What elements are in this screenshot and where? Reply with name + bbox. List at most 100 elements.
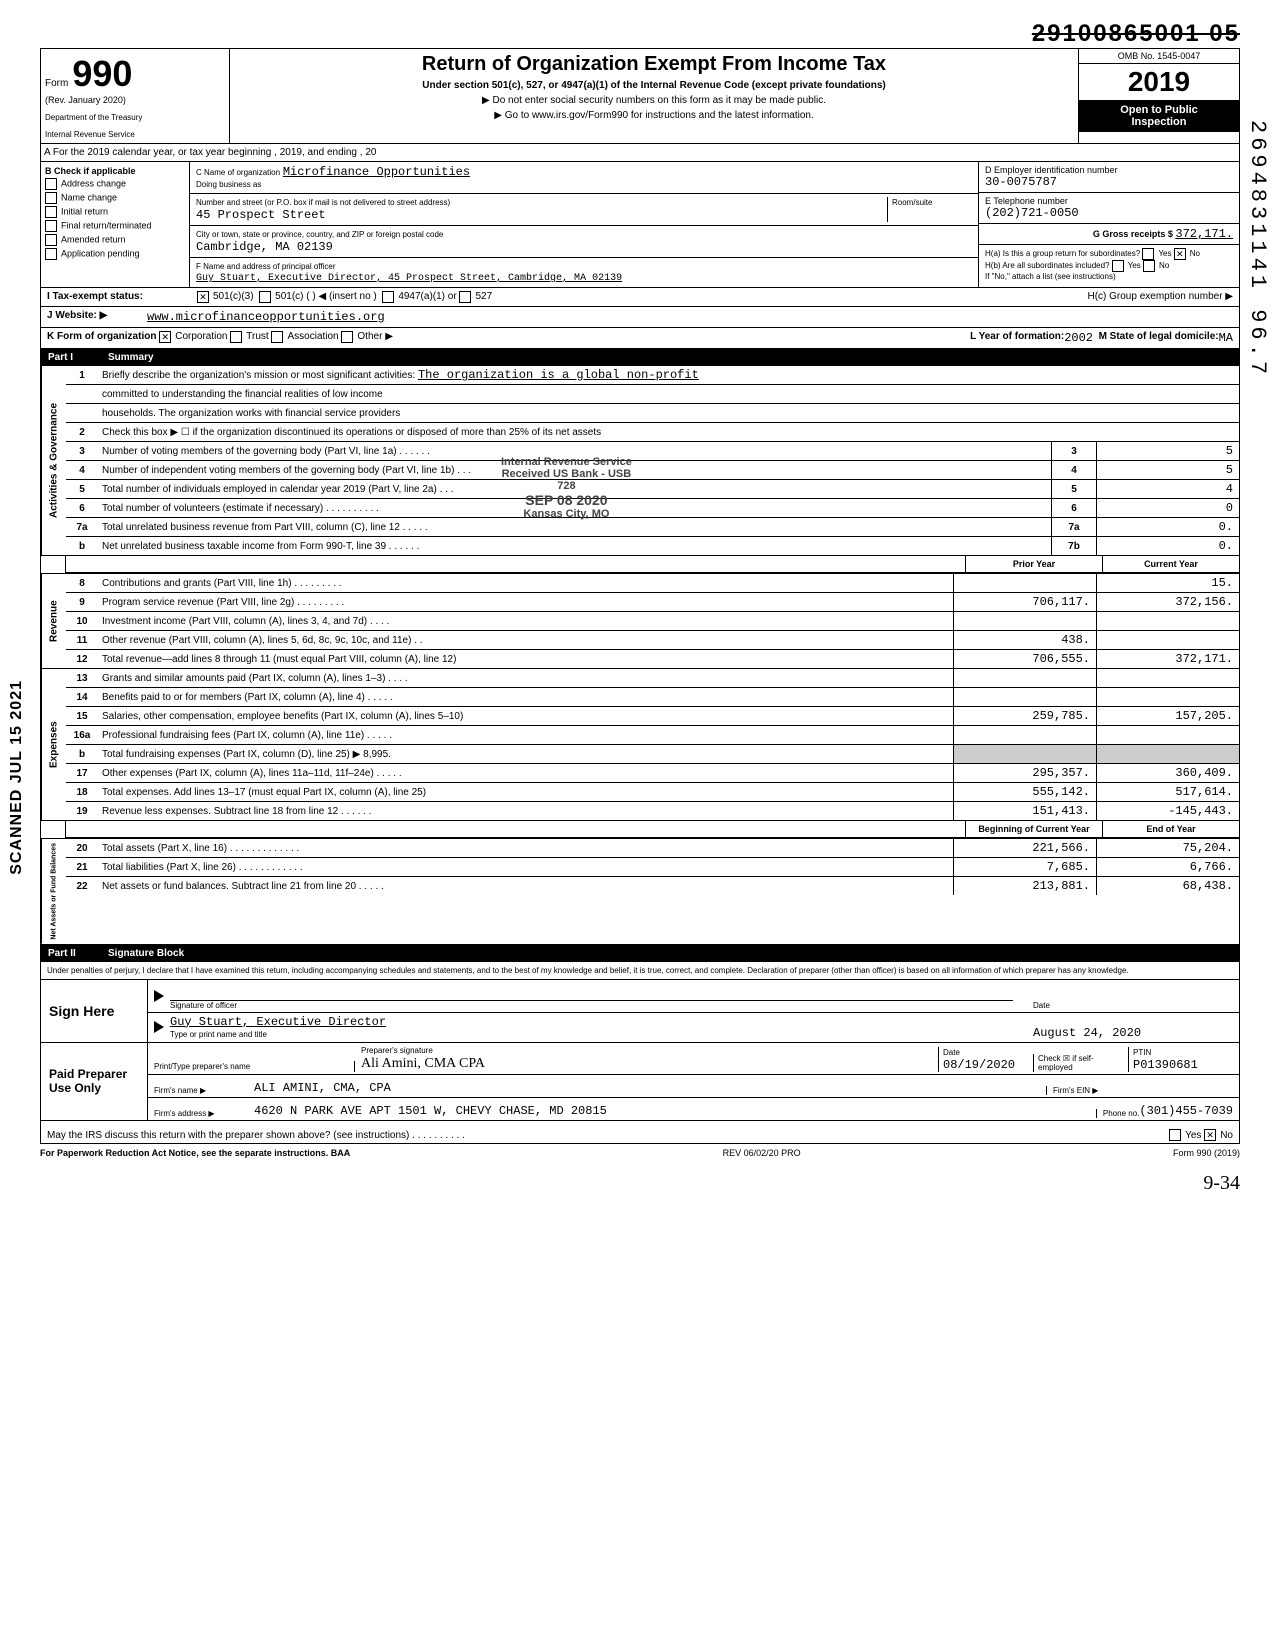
block-bcd: B Check if applicable Address changeName… bbox=[40, 162, 1240, 288]
col-b-header: B Check if applicable bbox=[45, 166, 185, 176]
summary-row: 18Total expenses. Add lines 13–17 (must … bbox=[66, 783, 1239, 802]
open-public: Open to PublicInspection bbox=[1079, 100, 1239, 132]
chk-501c[interactable] bbox=[259, 291, 271, 303]
title-box: Return of Organization Exempt From Incom… bbox=[230, 49, 1079, 143]
city-value: Cambridge, MA 02139 bbox=[196, 240, 333, 254]
expenses-label: Expenses bbox=[41, 669, 66, 820]
perjury-text: Under penalties of perjury, I declare th… bbox=[41, 962, 1239, 980]
org-name: Microfinance Opportunities bbox=[283, 165, 470, 179]
dept-treasury: Department of the Treasury bbox=[45, 113, 225, 122]
dept-irs: Internal Revenue Service bbox=[45, 130, 225, 139]
e-label: E Telephone number bbox=[985, 196, 1068, 206]
summary-row: 4Number of independent voting members of… bbox=[66, 461, 1239, 480]
chk-corp[interactable]: ✕ bbox=[159, 331, 171, 343]
paid-preparer-label: Paid Preparer Use Only bbox=[41, 1043, 147, 1120]
part1-label: Part I bbox=[48, 352, 108, 363]
summary-row: 16aProfessional fundraising fees (Part I… bbox=[66, 726, 1239, 745]
summary-row: 11Other revenue (Part VIII, column (A), … bbox=[66, 631, 1239, 650]
f-label: F Name and address of principal officer bbox=[196, 262, 335, 271]
irs-yes[interactable] bbox=[1169, 1129, 1181, 1141]
col-c: C Name of organization Microfinance Oppo… bbox=[190, 162, 978, 287]
curr-year-hdr: Current Year bbox=[1102, 556, 1239, 572]
officer-signature[interactable] bbox=[170, 982, 1013, 1001]
part1-title: Summary bbox=[108, 352, 154, 363]
form-title: Return of Organization Exempt From Incom… bbox=[234, 53, 1074, 76]
hc-label: H(c) Group exemption number ▶ bbox=[1087, 291, 1233, 303]
omb-number: OMB No. 1545-0047 bbox=[1079, 49, 1239, 64]
opt-501c: 501(c) ( ) ◀ (insert no ) bbox=[275, 291, 377, 303]
hb-no[interactable] bbox=[1143, 260, 1155, 272]
net-col-headers: Beginning of Current Year End of Year bbox=[40, 821, 1240, 839]
side-tracking-number: 2694831141 96.7 bbox=[1245, 120, 1270, 378]
ptin-value: P01390681 bbox=[1133, 1058, 1198, 1072]
summary-row: households. The organization works with … bbox=[66, 404, 1239, 423]
chk-527[interactable] bbox=[459, 291, 471, 303]
summary-row: 17Other expenses (Part IX, column (A), l… bbox=[66, 764, 1239, 783]
firm-phone: (301)455-7039 bbox=[1139, 1104, 1233, 1118]
summary-row: 9Program service revenue (Part VIII, lin… bbox=[66, 593, 1239, 612]
checkbox-line: Application pending bbox=[45, 248, 185, 260]
opt-501c3: 501(c)(3) bbox=[213, 291, 254, 303]
summary-row: 8Contributions and grants (Part VIII, li… bbox=[66, 574, 1239, 593]
checkbox[interactable] bbox=[45, 234, 57, 246]
arrow-icon bbox=[154, 1021, 164, 1033]
checkbox-line: Amended return bbox=[45, 234, 185, 246]
name-title-label: Type or print name and title bbox=[170, 1030, 267, 1039]
col-d: D Employer identification number 30-0075… bbox=[978, 162, 1239, 287]
summary-row: 2Check this box ▶ ☐ if the organization … bbox=[66, 423, 1239, 442]
net-section: Net Assets or Fund Balances 20Total asse… bbox=[40, 839, 1240, 945]
hb-yes[interactable] bbox=[1112, 260, 1124, 272]
footer-right: Form 990 (2019) bbox=[1173, 1148, 1240, 1158]
dba-label: Doing business as bbox=[196, 180, 261, 189]
irs-no[interactable]: ✕ bbox=[1204, 1129, 1216, 1141]
checkbox[interactable] bbox=[45, 206, 57, 218]
summary-row: 19Revenue less expenses. Subtract line 1… bbox=[66, 802, 1239, 820]
summary-row: committed to understanding the financial… bbox=[66, 385, 1239, 404]
sig-label: Signature of officer bbox=[170, 1001, 1013, 1010]
chk-4947[interactable] bbox=[382, 291, 394, 303]
phone-value: (202)721-0050 bbox=[985, 206, 1079, 220]
ha-yes[interactable] bbox=[1142, 248, 1154, 260]
l-value: 2002 bbox=[1064, 331, 1093, 345]
prep-date: 08/19/2020 bbox=[943, 1058, 1015, 1072]
side-scan-stamp: SCANNED JUL 15 2021 bbox=[8, 680, 26, 875]
ha-no[interactable]: ✕ bbox=[1174, 248, 1186, 260]
prior-year-hdr: Prior Year bbox=[965, 556, 1102, 572]
checkbox-line: Initial return bbox=[45, 206, 185, 218]
date-label: Date bbox=[1033, 1001, 1233, 1010]
self-employed: Check ☒ if self-employed bbox=[1033, 1054, 1128, 1072]
gov-label: Activities & Governance bbox=[41, 366, 66, 555]
firm-name: ALI AMINI, CMA, CPA bbox=[254, 1081, 391, 1095]
signature-block: Under penalties of perjury, I declare th… bbox=[40, 962, 1240, 1144]
l-label: L Year of formation: bbox=[970, 331, 1064, 345]
form-label: Form bbox=[45, 78, 68, 89]
summary-row: 3Number of voting members of the governi… bbox=[66, 442, 1239, 461]
firm-addr-label: Firm's address ▶ bbox=[154, 1109, 254, 1118]
line-i: I Tax-exempt status: ✕ 501(c)(3) 501(c) … bbox=[40, 288, 1240, 307]
checkbox[interactable] bbox=[45, 220, 57, 232]
chk-other[interactable] bbox=[341, 331, 353, 343]
summary-row: 15Salaries, other compensation, employee… bbox=[66, 707, 1239, 726]
chk-trust[interactable] bbox=[230, 331, 242, 343]
end-year-hdr: End of Year bbox=[1102, 821, 1239, 837]
f-value: Guy Stuart, Executive Director, 45 Prosp… bbox=[196, 273, 622, 284]
form-number: 990 bbox=[72, 53, 132, 95]
sign-date: August 24, 2020 bbox=[1033, 1026, 1233, 1040]
chk-501c3[interactable]: ✕ bbox=[197, 291, 209, 303]
officer-name: Guy Stuart, Executive Director bbox=[170, 1015, 386, 1029]
firm-ein-label: Firm's EIN ▶ bbox=[1046, 1086, 1233, 1095]
firm-name-label: Firm's name ▶ bbox=[154, 1086, 254, 1095]
form-header: Form 990 (Rev. January 2020) Department … bbox=[40, 48, 1240, 144]
checkbox[interactable] bbox=[45, 248, 57, 260]
summary-row: 20Total assets (Part X, line 16) . . . .… bbox=[66, 839, 1239, 858]
checkbox[interactable] bbox=[45, 178, 57, 190]
firm-addr: 4620 N PARK AVE APT 1501 W, CHEVY CHASE,… bbox=[254, 1104, 607, 1118]
chk-assoc[interactable] bbox=[271, 331, 283, 343]
line-i-label: I Tax-exempt status: bbox=[47, 291, 197, 303]
summary-row: bNet unrelated business taxable income f… bbox=[66, 537, 1239, 555]
summary-row: 10Investment income (Part VIII, column (… bbox=[66, 612, 1239, 631]
prep-print-label: Print/Type preparer's name bbox=[154, 1062, 250, 1071]
part2-label: Part II bbox=[48, 948, 108, 959]
year-box: OMB No. 1545-0047 2019 Open to PublicIns… bbox=[1079, 49, 1239, 143]
checkbox[interactable] bbox=[45, 192, 57, 204]
